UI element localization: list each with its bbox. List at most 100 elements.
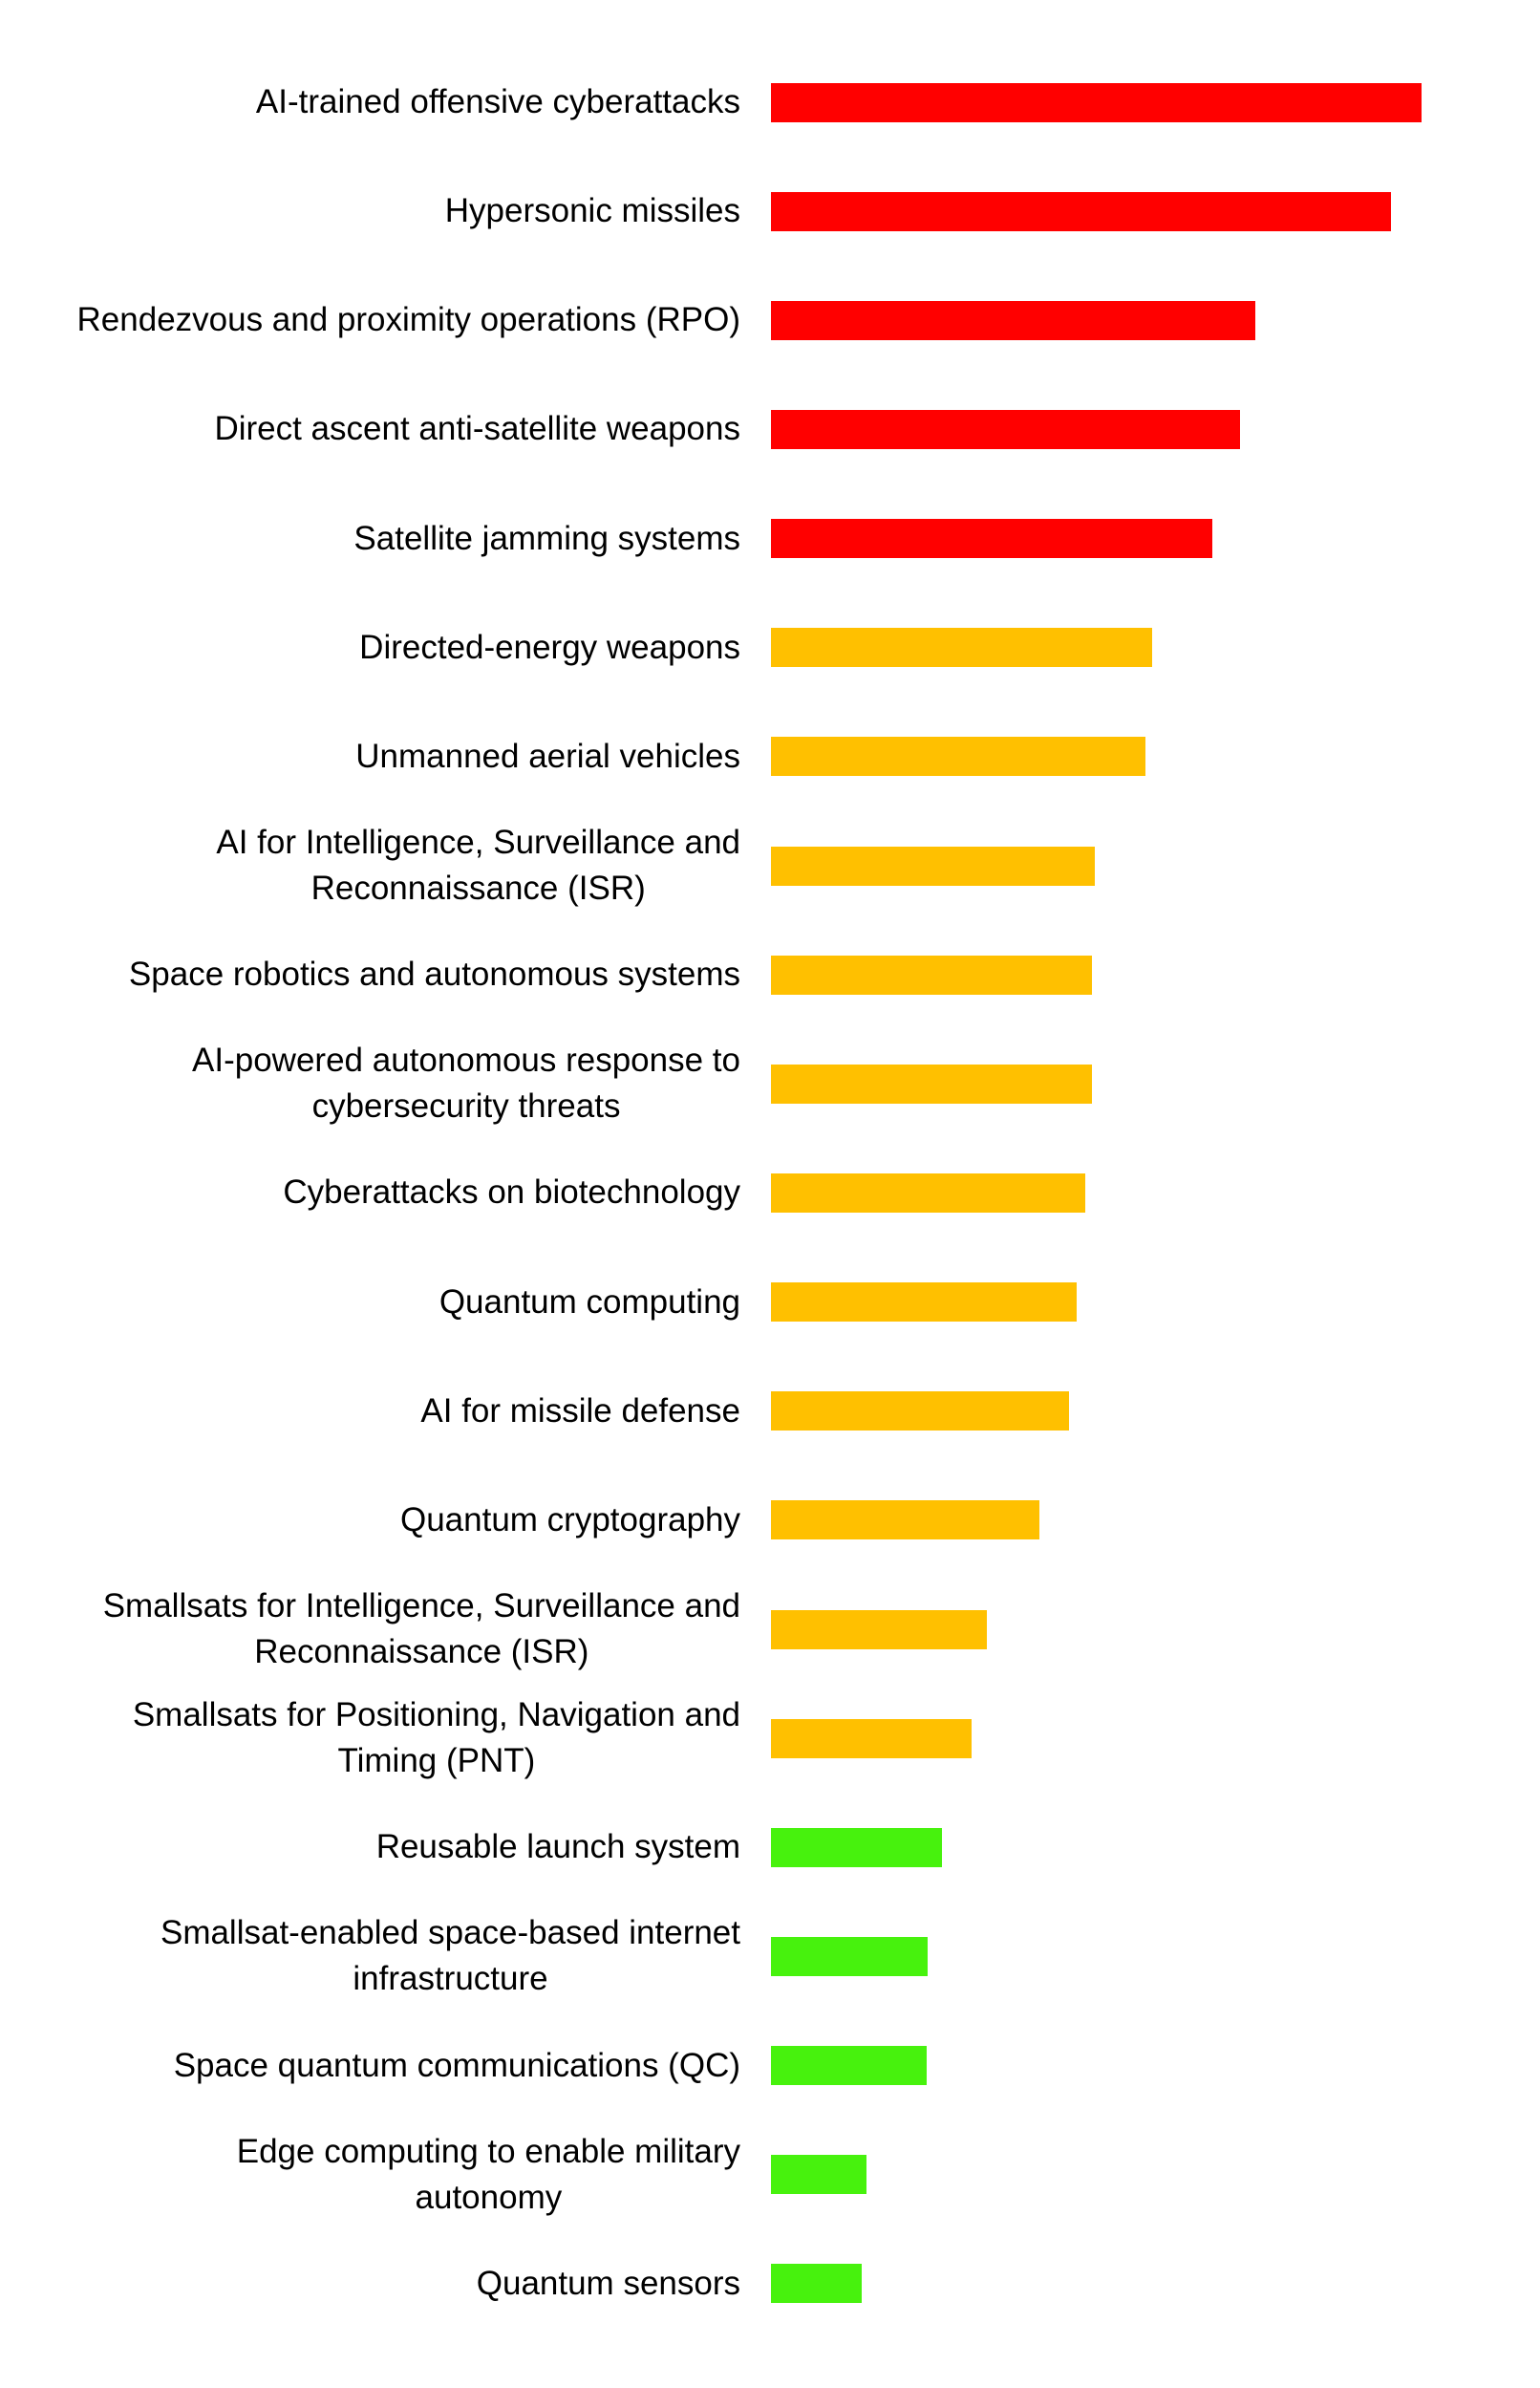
- chart-row: Edge computing to enable military autono…: [0, 2120, 1540, 2229]
- bar: [771, 1172, 1085, 1213]
- bar-cell: [771, 1718, 1540, 1758]
- category-label: Rendezvous and proximity operations (RPO…: [76, 301, 740, 339]
- category-label-cell: Quantum computing: [0, 1280, 740, 1325]
- category-label: Directed-energy weapons: [359, 628, 740, 666]
- bar-chart: AI-trained offensive cyberattacks Hypers…: [0, 48, 1540, 2338]
- bar-cell: [771, 955, 1540, 995]
- bar: [771, 191, 1391, 231]
- category-label: Edge computing to enable military autono…: [236, 2132, 740, 2216]
- bar: [771, 1391, 1069, 1431]
- category-label: Space robotics and autonomous systems: [128, 956, 740, 994]
- bar-cell: [771, 82, 1540, 122]
- bar: [771, 1500, 1039, 1540]
- chart-row: Direct ascent anti-satellite weapons: [0, 375, 1540, 484]
- bar-cell: [771, 1609, 1540, 1649]
- category-label: Cyberattacks on biotechnology: [283, 1173, 740, 1212]
- bar-cell: [771, 1936, 1540, 1976]
- chart-row: AI for Intelligence, Surveillance and Re…: [0, 811, 1540, 920]
- category-label-cell: AI-powered autonomous response to cybers…: [0, 1038, 740, 1129]
- bar-cell: [771, 2264, 1540, 2304]
- bar: [771, 1282, 1077, 1323]
- category-label: Unmanned aerial vehicles: [355, 737, 740, 775]
- category-label: Quantum sensors: [476, 2264, 740, 2302]
- chart-row: Space quantum communications (QC): [0, 2012, 1540, 2120]
- category-label: AI for missile defense: [420, 1391, 740, 1430]
- bar: [771, 2264, 862, 2304]
- category-label: Quantum computing: [438, 1282, 740, 1321]
- bar-cell: [771, 300, 1540, 340]
- bar: [771, 1827, 942, 1867]
- chart-row: Unmanned aerial vehicles: [0, 702, 1540, 811]
- chart-row: AI-trained offensive cyberattacks: [0, 48, 1540, 157]
- chart-row: Smallsat-enabled space-based internet in…: [0, 1902, 1540, 2011]
- chart-row: Rendezvous and proximity operations (RPO…: [0, 266, 1540, 375]
- category-label-cell: AI for missile defense: [0, 1388, 740, 1434]
- bar: [771, 1718, 972, 1758]
- category-label-cell: AI for Intelligence, Surveillance and Re…: [0, 820, 740, 912]
- bar-cell: [771, 628, 1540, 668]
- category-label-cell: Space quantum communications (QC): [0, 2043, 740, 2089]
- bar: [771, 628, 1152, 668]
- category-label: Satellite jamming systems: [353, 519, 740, 557]
- chart-row: Directed-energy weapons: [0, 593, 1540, 702]
- chart-row: Hypersonic missiles: [0, 157, 1540, 266]
- bar: [771, 519, 1212, 559]
- chart-row: AI for missile defense: [0, 1357, 1540, 1466]
- bar-cell: [771, 1391, 1540, 1431]
- bar-cell: [771, 846, 1540, 886]
- bar-cell: [771, 2155, 1540, 2195]
- bar-cell: [771, 1282, 1540, 1323]
- chart-row: AI-powered autonomous response to cybers…: [0, 1029, 1540, 1138]
- category-label-cell: Edge computing to enable military autono…: [0, 2129, 740, 2221]
- bar: [771, 2155, 866, 2195]
- category-label: Smallsats for Intelligence, Surveillance…: [102, 1587, 740, 1671]
- category-label: Reusable launch system: [375, 1828, 740, 1866]
- bar: [771, 737, 1145, 777]
- category-label: Direct ascent anti-satellite weapons: [214, 410, 740, 448]
- chart-row: Quantum sensors: [0, 2229, 1540, 2338]
- category-label-cell: Unmanned aerial vehicles: [0, 734, 740, 780]
- chart-row: Space robotics and autonomous systems: [0, 920, 1540, 1029]
- category-label: Hypersonic missiles: [444, 192, 740, 230]
- category-label-cell: Directed-energy weapons: [0, 625, 740, 671]
- bar: [771, 955, 1092, 995]
- chart-row: Quantum computing: [0, 1248, 1540, 1357]
- category-label-cell: Smallsats for Positioning, Navigation an…: [0, 1692, 740, 1784]
- chart-row: Cyberattacks on biotechnology: [0, 1138, 1540, 1247]
- bar: [771, 1064, 1092, 1104]
- bar: [771, 409, 1240, 449]
- bar-cell: [771, 2046, 1540, 2086]
- bar-cell: [771, 1064, 1540, 1104]
- bar-cell: [771, 1827, 1540, 1867]
- bar-cell: [771, 1172, 1540, 1213]
- category-label-cell: Satellite jamming systems: [0, 516, 740, 562]
- bar: [771, 82, 1422, 122]
- category-label: Smallsat-enabled space-based internet in…: [160, 1914, 740, 1998]
- category-label-cell: Direct ascent anti-satellite weapons: [0, 406, 740, 452]
- category-label: Space quantum communications (QC): [173, 2046, 740, 2084]
- bar: [771, 846, 1095, 886]
- category-label-cell: AI-trained offensive cyberattacks: [0, 79, 740, 125]
- chart-row: Smallsats for Positioning, Navigation an…: [0, 1684, 1540, 1793]
- bar-cell: [771, 519, 1540, 559]
- bar: [771, 1609, 987, 1649]
- bar: [771, 300, 1255, 340]
- category-label-cell: Rendezvous and proximity operations (RPO…: [0, 297, 740, 343]
- category-label-cell: Quantum sensors: [0, 2261, 740, 2307]
- category-label-cell: Reusable launch system: [0, 1824, 740, 1870]
- category-label-cell: Smallsats for Intelligence, Surveillance…: [0, 1583, 740, 1675]
- chart-row: Satellite jamming systems: [0, 484, 1540, 593]
- category-label: AI for Intelligence, Surveillance and Re…: [216, 824, 740, 908]
- category-label-cell: Hypersonic missiles: [0, 188, 740, 234]
- bar-cell: [771, 191, 1540, 231]
- bar-cell: [771, 737, 1540, 777]
- category-label: AI-trained offensive cyberattacks: [255, 83, 740, 121]
- chart-row: Smallsats for Intelligence, Surveillance…: [0, 1575, 1540, 1684]
- category-label-cell: Cyberattacks on biotechnology: [0, 1170, 740, 1216]
- category-label: Quantum cryptography: [399, 1500, 740, 1538]
- bar: [771, 1936, 928, 1976]
- chart-row: Reusable launch system: [0, 1793, 1540, 1902]
- bar-cell: [771, 1500, 1540, 1540]
- category-label-cell: Smallsat-enabled space-based internet in…: [0, 1910, 740, 2002]
